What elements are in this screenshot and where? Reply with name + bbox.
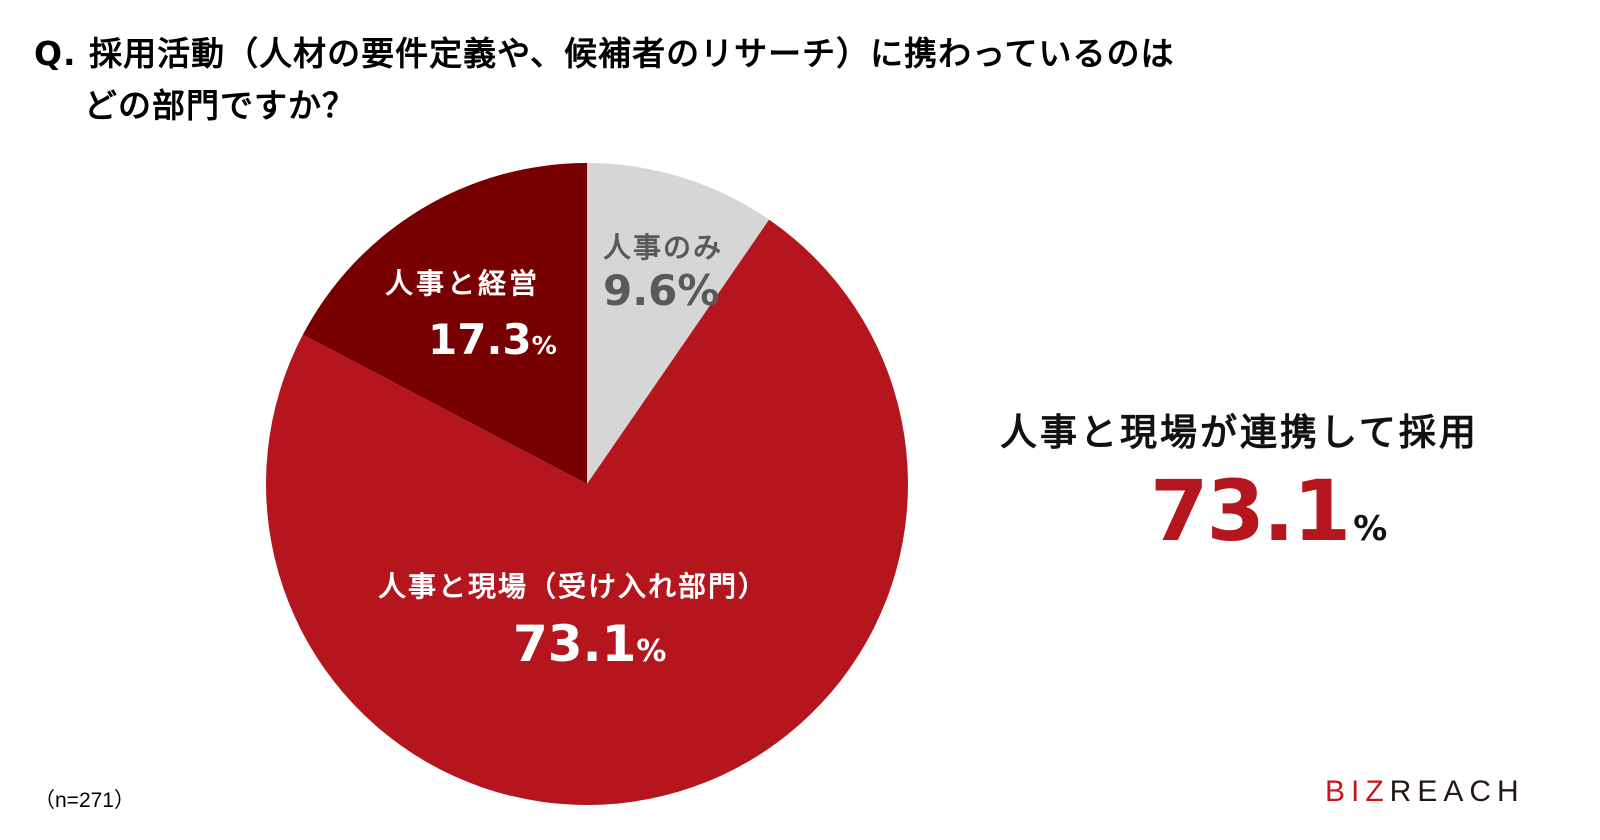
value-hr-mgmt: 17.3% [428,315,557,364]
value-hr-field: 73.1% [513,615,667,673]
label-hr-only: 人事のみ [603,231,724,264]
sample-size-note: （n=271） [34,789,135,812]
chart-title: Q. 採用活動（人材の要件定義や、候補者のリサーチ）に携わっているのは どの部門… [34,28,1174,132]
value-hr-only: 9.6% [603,266,720,315]
callout-title: 人事と現場が連携して採用 [1000,411,1479,454]
slice-hr-mgmt [302,163,587,484]
slice-hr-field [265,219,908,805]
label-hr-field: 人事と現場（受け入れ部門） [378,570,769,603]
slice-hr-only [587,163,770,484]
bizreach-logo: BIZREACH [1325,775,1525,808]
title-line-2: どの部門ですか？ [84,86,356,125]
title-line-1: Q. 採用活動（人材の要件定義や、候補者のリサーチ）に携わっているのは [34,34,1175,73]
label-hr-mgmt: 人事と経営 [385,267,541,300]
callout-value: 73.1% [1150,462,1388,560]
